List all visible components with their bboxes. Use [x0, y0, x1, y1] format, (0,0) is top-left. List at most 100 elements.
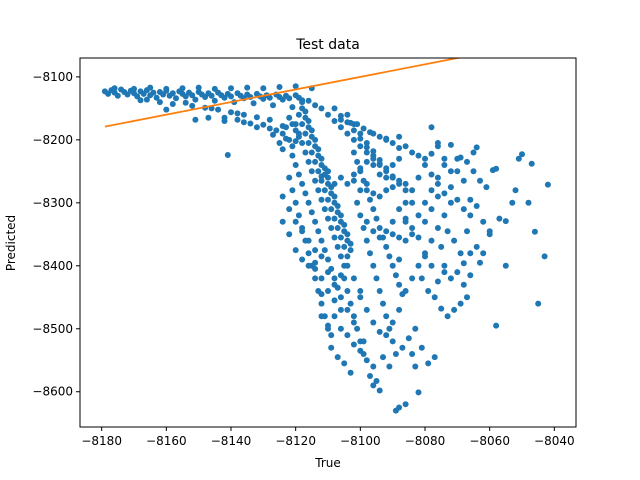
scatter-point — [451, 306, 458, 313]
scatter-point — [396, 256, 403, 263]
scatter-point — [283, 124, 289, 131]
scatter-point — [169, 90, 176, 97]
scatter-point — [308, 168, 315, 175]
scatter-point — [464, 294, 470, 301]
scatter-point — [325, 196, 331, 203]
scatter-point — [483, 184, 490, 191]
scatter-point — [418, 344, 425, 351]
scatter-point — [137, 97, 144, 104]
scatter-point — [279, 193, 286, 200]
scatter-point — [370, 162, 377, 168]
scatter-point — [389, 173, 396, 180]
scatter-point — [409, 231, 416, 238]
scatter-point — [444, 228, 451, 235]
scatter-point — [286, 174, 293, 181]
scatter-point — [182, 99, 189, 106]
scatter-point — [192, 96, 199, 103]
scatter-point — [205, 114, 212, 121]
scatter-point — [405, 335, 412, 342]
scatter-point — [279, 130, 286, 137]
scatter-point — [286, 206, 293, 213]
scatter-point — [228, 93, 234, 100]
scatter-point — [240, 111, 247, 118]
scatter-point — [464, 158, 470, 165]
scatter-point — [409, 225, 416, 231]
scatter-point — [454, 168, 461, 175]
scatter-point — [454, 196, 461, 203]
scatter-point — [528, 160, 535, 167]
scatter-point — [344, 180, 351, 187]
scatter-point — [315, 187, 322, 194]
scatter-point — [292, 218, 299, 225]
scatter-point — [253, 114, 260, 121]
scatter-point — [460, 260, 467, 267]
scatter-point — [247, 120, 254, 127]
scatter-point — [305, 199, 312, 206]
scatter-point — [415, 262, 422, 269]
scatter-point — [173, 95, 179, 102]
scatter-point — [415, 152, 422, 159]
scatter-point — [312, 275, 319, 282]
scatter-point — [376, 133, 383, 140]
scatter-point — [189, 92, 196, 99]
scatter-point — [341, 243, 348, 250]
scatter-point — [312, 136, 319, 143]
scatter-point — [370, 382, 377, 389]
scatter-point — [344, 130, 351, 137]
scatter-point — [486, 231, 493, 238]
scatter-point — [428, 171, 435, 178]
scatter-point — [441, 269, 448, 276]
scatter-point — [363, 357, 370, 364]
scatter-point — [315, 228, 322, 235]
plot-frame — [79, 57, 577, 428]
scatter-point — [383, 187, 390, 194]
scatter-point — [289, 104, 296, 111]
scatter-point — [438, 243, 445, 250]
scatter-point — [357, 130, 364, 137]
scatter-point — [363, 144, 370, 151]
scatter-point — [444, 313, 451, 320]
scatter-point — [318, 173, 325, 180]
scatter-point — [386, 363, 393, 370]
scatter-point — [334, 203, 341, 209]
scatter-point — [396, 306, 403, 313]
scatter-point — [415, 234, 422, 241]
scatter-point — [143, 96, 150, 103]
scatter-point — [493, 165, 500, 172]
y-axis-label: Predicted — [4, 215, 18, 271]
scatter-point — [360, 338, 367, 345]
scatter-point — [519, 151, 525, 158]
scatter-point — [308, 127, 315, 134]
scatter-point — [286, 114, 293, 121]
scatter-point — [331, 215, 338, 222]
scatter-point — [363, 218, 370, 225]
scatter-point — [428, 150, 435, 157]
scatter-point — [370, 363, 377, 370]
identity-line — [104, 58, 463, 128]
scatter-point — [325, 168, 331, 175]
scatter-point — [502, 262, 509, 269]
scatter-point — [234, 110, 241, 117]
scatter-point — [412, 325, 419, 332]
scatter-point — [337, 325, 344, 332]
scatter-point — [467, 250, 474, 257]
scatter-point — [370, 190, 377, 197]
scatter-point — [295, 111, 302, 118]
scatter-point — [273, 127, 280, 134]
scatter-point — [318, 196, 325, 203]
scatter-point — [441, 212, 448, 219]
scatter-point — [438, 305, 445, 312]
scatter-point — [318, 177, 325, 184]
scatter-point — [496, 215, 503, 222]
scatter-point — [344, 262, 351, 269]
scatter-point — [156, 99, 163, 106]
x-tick-label: −8040 — [534, 434, 575, 448]
scatter-point — [396, 133, 403, 140]
scatter-point — [380, 354, 386, 361]
scatter-point — [512, 187, 519, 194]
scatter-point — [347, 369, 354, 376]
scatter-point — [467, 272, 474, 279]
scatter-point — [357, 347, 364, 354]
scatter-point — [244, 84, 251, 91]
scatter-point — [114, 92, 121, 99]
